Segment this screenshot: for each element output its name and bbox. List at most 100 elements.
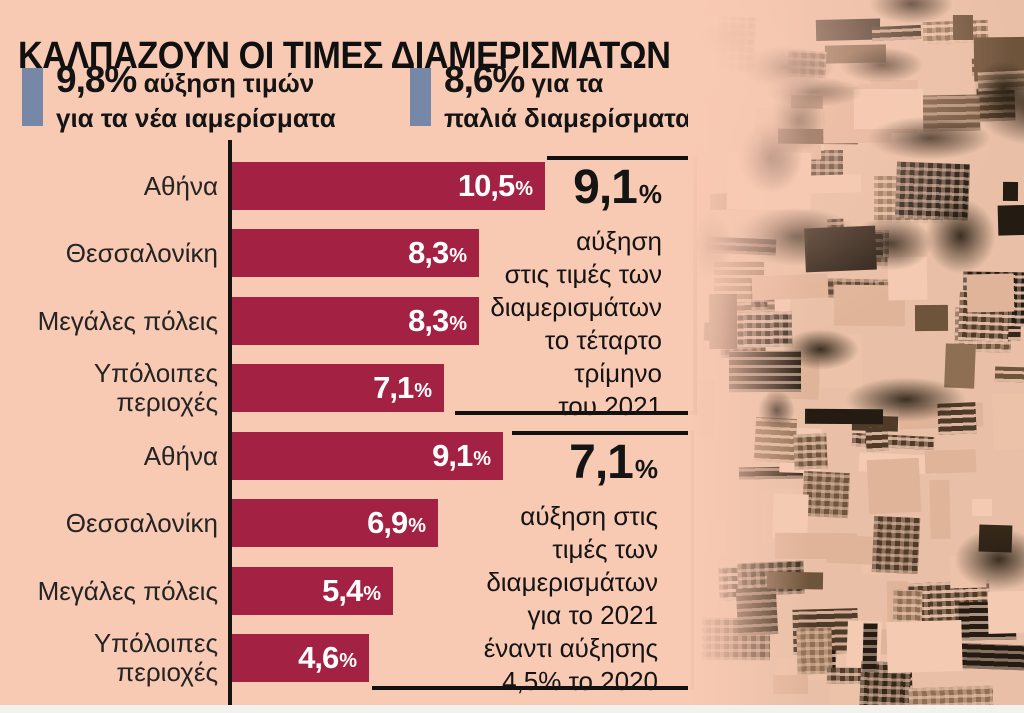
legend-label: για τα <box>531 68 604 98</box>
legend-item-new-apartments: 9,8% αύξηση τιμών για τα νέα ιαμερίσματα <box>22 60 336 133</box>
bar-value-label: 8,3% <box>408 297 467 345</box>
annotation-line: στις τιμές των <box>504 259 662 289</box>
annotation-number: 9,1 <box>573 161 638 214</box>
vegetation <box>769 88 827 152</box>
vegetation <box>782 329 859 370</box>
annotation-line: διαμερισμάτων <box>486 567 658 597</box>
building-block <box>966 273 1015 313</box>
category-label-line: Θεσσαλονίκη <box>65 237 218 268</box>
annotation-line: το τέταρτο <box>544 325 662 355</box>
annotation-line: 4,5% το 2020 <box>502 666 658 696</box>
bar: 5,4% <box>232 567 393 615</box>
category-label: Υπόλοιπες περιοχές <box>0 359 218 417</box>
page-title: ΚΑΛΠΑΖΟΥΝ ΟΙ ΤΙΜΕΣ ΔΙΑΜΕΡΙΣΜΑΤΩΝ <box>18 35 671 78</box>
vegetation <box>735 46 835 88</box>
legend-item-old-apartments: 8,6% για τα παλιά διαμερίσματα <box>410 60 691 133</box>
legend-text: 8,6% για τα παλιά διαμερίσματα <box>444 60 691 134</box>
legend-line: 9,8% αύξηση τιμών <box>56 60 336 103</box>
annotation-line: για το 2021 <box>527 600 658 630</box>
legend-line: 8,6% για τα <box>444 60 691 103</box>
building-block <box>924 449 977 474</box>
annotation-q4-2021: 9,1% αύξηση στις τιμές των διαμερισμάτων το … <box>412 162 662 423</box>
building-block <box>866 457 922 515</box>
bar-value-number: 5,4 <box>322 573 363 608</box>
bar-value-number: 9,1 <box>432 438 473 473</box>
bar: 7,1% <box>232 364 444 412</box>
bar: 8,3% <box>232 229 479 277</box>
bar-value-label: 7,1% <box>373 364 432 412</box>
percent-sign: % <box>449 313 467 335</box>
annotation-line: τιμές των <box>552 534 658 564</box>
bar-value-number: 8,3 <box>408 303 449 338</box>
bar-value-number: 6,9 <box>367 505 408 540</box>
building-block <box>997 204 1024 236</box>
legend-marker-icon <box>22 68 43 126</box>
building-block <box>796 174 862 194</box>
category-label: Μεγάλες πόλεις <box>0 567 218 615</box>
annotation-value: 9,1% <box>412 162 662 225</box>
vegetation <box>973 61 1024 117</box>
building-block <box>908 685 994 705</box>
category-label-line: Μεγάλες πόλεις <box>37 305 218 336</box>
bar: 6,9% <box>232 499 438 547</box>
building-block <box>952 14 974 41</box>
building-block <box>862 622 878 673</box>
building-block <box>772 674 809 695</box>
building-block <box>865 426 889 452</box>
building-block <box>690 519 726 555</box>
building-block <box>886 619 963 674</box>
category-label-line: Θεσσαλονίκη <box>65 507 218 538</box>
building-block <box>971 498 993 517</box>
vegetation <box>867 116 991 160</box>
annotation-line: έναντι αύξησης <box>483 633 658 663</box>
bar-value-label: 8,3% <box>408 229 467 277</box>
building-block <box>929 479 951 540</box>
vegetation <box>693 21 755 56</box>
annotation-line: διαμερισμάτων <box>490 292 662 322</box>
bar-value-label: 10,5% <box>458 162 533 210</box>
annotation-line: του 2021 <box>558 391 662 421</box>
vegetation <box>849 216 933 271</box>
legend-text: 9,8% αύξηση τιμών για τα νέα ιαμερίσματα <box>56 60 336 134</box>
bar-value-label: 9,1% <box>432 432 491 480</box>
annotation-value: 7,1% <box>408 437 658 500</box>
building-block <box>914 304 949 332</box>
athens-cityscape-photo <box>688 0 1024 705</box>
building-block <box>871 515 921 575</box>
building-block <box>801 470 851 519</box>
vegetation <box>925 198 996 274</box>
category-label: Θεσσαλονίκη <box>0 229 218 277</box>
bar-value-label: 6,9% <box>367 499 426 547</box>
category-label: Θεσσαλονίκη <box>0 499 218 547</box>
percent-sign: % <box>638 179 662 209</box>
building-block <box>991 391 1024 451</box>
building-block <box>994 366 1024 383</box>
building-block <box>751 273 829 301</box>
category-label-line: Αθήνα <box>143 440 218 471</box>
building-block <box>987 590 1024 634</box>
percent-sign: % <box>473 448 491 470</box>
bar-value-number: 7,1 <box>373 370 414 405</box>
bar: 9,1% <box>232 432 503 480</box>
category-label-line: περιοχές <box>116 657 218 687</box>
vegetation <box>845 377 967 422</box>
building-block <box>774 532 858 560</box>
bar: 4,6% <box>232 634 369 682</box>
annotation-full-year-2021: 7,1% αύξηση στις τιμές των διαμερισμάτων για… <box>408 437 658 698</box>
percent-sign: % <box>449 245 467 267</box>
vegetation <box>839 47 924 83</box>
bar-value-label: 4,6% <box>298 634 357 682</box>
annotation-line: τρίμηνο <box>574 358 662 388</box>
category-label-line: Υπόλοιπες <box>93 358 218 388</box>
building-block <box>766 571 824 590</box>
category-label: Μεγάλες πόλεις <box>0 297 218 345</box>
percent-sign: % <box>634 454 658 484</box>
category-label: Υπόλοιπες περιοχές <box>0 629 218 687</box>
annotation-number: 7,1 <box>569 436 634 489</box>
bar-value-number: 10,5 <box>457 168 515 203</box>
building-block <box>851 432 935 451</box>
building-block <box>944 343 976 389</box>
category-label-line: περιοχές <box>116 387 218 417</box>
percent-sign: % <box>408 515 426 537</box>
